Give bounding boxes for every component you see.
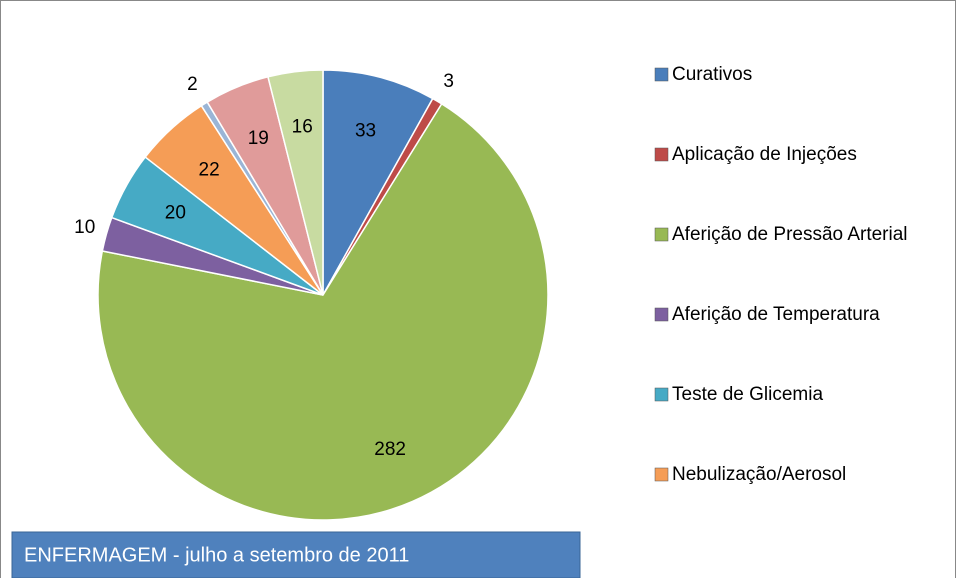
legend-label: Nebulização/Aerosol — [672, 464, 846, 485]
data-label: 3 — [443, 71, 454, 92]
legend-label: Teste de Glicemia — [672, 384, 823, 405]
title-box — [11, 531, 581, 578]
data-label: 282 — [374, 439, 406, 460]
pie-slice — [267, 69, 324, 296]
data-label: 22 — [199, 160, 220, 181]
pie-slice — [97, 102, 549, 521]
legend-label: Curativos — [672, 64, 752, 85]
chart-title: ENFERMAGEM - julho a setembro de 2011 — [24, 544, 409, 566]
data-label: 16 — [292, 117, 313, 138]
data-label: 33 — [355, 121, 376, 142]
legend-label: Aplicação de Injeções — [672, 144, 857, 165]
legend-label: Aferição de Temperatura — [672, 304, 880, 325]
data-label: 10 — [74, 217, 95, 238]
pie-slice — [322, 69, 434, 298]
legend-swatch — [654, 307, 669, 322]
legend-swatch — [654, 147, 669, 162]
legend-label: Aferição de Pressão Arterial — [672, 224, 908, 245]
legend-swatch — [654, 67, 669, 82]
legend-swatch — [654, 387, 669, 402]
data-label: 20 — [165, 202, 186, 223]
legend-swatch — [654, 467, 669, 482]
data-label: 19 — [248, 128, 269, 149]
legend-swatch — [654, 227, 669, 242]
data-label: 2 — [187, 74, 198, 95]
